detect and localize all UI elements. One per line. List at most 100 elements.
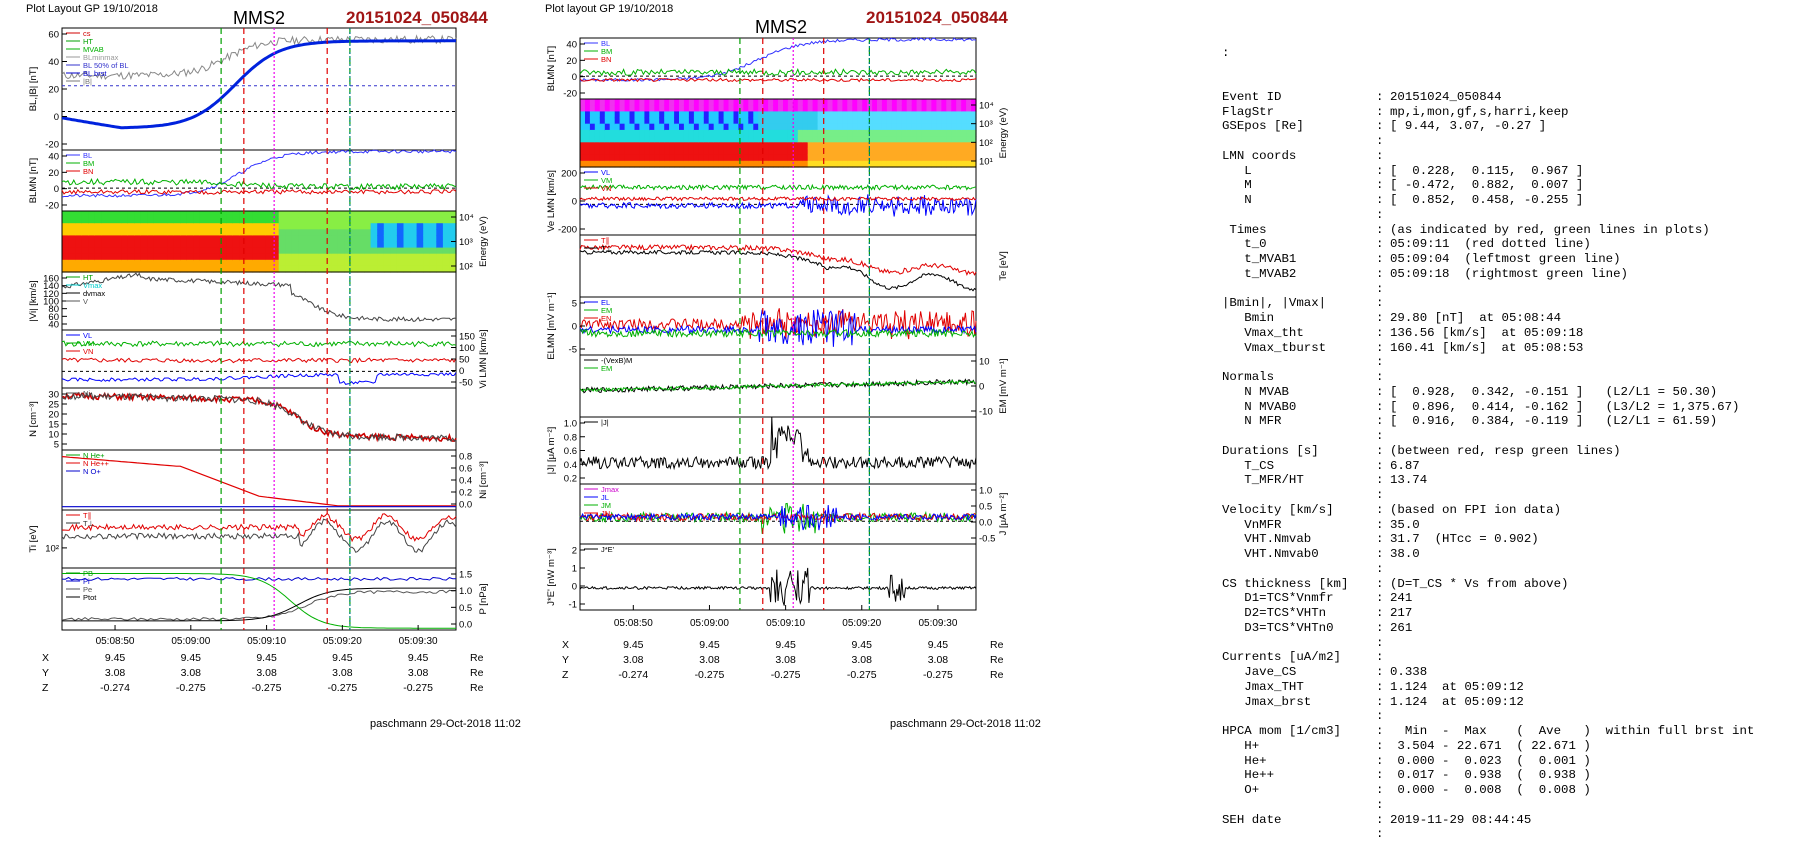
spec-cell xyxy=(891,154,898,162)
panel-frame xyxy=(61,567,457,631)
spec-cell xyxy=(693,129,700,137)
spec-cell xyxy=(298,259,306,267)
y-axis-label: N [cm⁻³] xyxy=(28,401,39,437)
series-line xyxy=(579,77,977,83)
panel-frame xyxy=(579,166,977,236)
spec-cell xyxy=(921,148,928,156)
legend-label: EL xyxy=(601,298,610,307)
spec-cell xyxy=(679,105,685,112)
spec-cell xyxy=(926,160,932,168)
spec-cell xyxy=(213,217,221,224)
spec-cell xyxy=(911,148,918,156)
spec-cell xyxy=(449,211,457,218)
spec-cell xyxy=(239,229,247,236)
legend-label: J*E' xyxy=(601,545,615,554)
spec-cell xyxy=(199,247,208,255)
spec-cell xyxy=(436,265,444,273)
spec-cell xyxy=(768,160,774,168)
spec-cell xyxy=(951,129,957,137)
spec-cell xyxy=(966,160,972,168)
info-colon: : xyxy=(1376,532,1384,547)
spec-cell xyxy=(153,259,162,267)
spec-cell xyxy=(153,217,162,224)
spec-cell xyxy=(763,111,769,119)
spec-cell xyxy=(134,229,142,236)
spec-cell xyxy=(429,229,437,236)
spec-cell xyxy=(931,105,937,112)
info-colon: : xyxy=(1376,606,1384,620)
spec-cell xyxy=(664,105,670,112)
spec-cell xyxy=(377,247,385,255)
info-key xyxy=(1222,134,1376,149)
spec-cell xyxy=(753,136,759,143)
spec-cell xyxy=(390,241,398,249)
spec-cell xyxy=(713,148,720,156)
spec-cell xyxy=(101,211,109,218)
spec-cell xyxy=(331,217,339,224)
spec-cell xyxy=(926,154,932,162)
spec-cell xyxy=(324,253,332,261)
spec-cell xyxy=(703,142,710,150)
spec-cell xyxy=(619,129,626,137)
spec-cell xyxy=(921,111,928,119)
y-tick-label: 15 xyxy=(48,420,59,431)
spec-cell xyxy=(916,154,923,162)
spec-cell xyxy=(946,154,952,162)
spec-cell xyxy=(167,211,175,218)
spec-cell xyxy=(698,142,705,150)
spec-cell xyxy=(877,129,883,137)
spec-cell xyxy=(278,259,286,267)
spec-cell xyxy=(966,111,972,119)
spec-cell xyxy=(683,142,690,150)
spec-cell xyxy=(186,247,194,255)
spec-cell xyxy=(802,136,809,143)
spec-cell xyxy=(344,247,352,255)
spec-cell xyxy=(331,259,339,267)
spec-cell xyxy=(911,123,918,131)
spec-cell xyxy=(416,235,424,243)
info-row: He++: 0.017 - 0.938 ( 0.938 ) xyxy=(1222,768,1754,783)
spec-cell xyxy=(429,265,437,273)
spec-cell xyxy=(599,129,606,137)
spec-cell xyxy=(410,247,418,255)
coord-unit: Re xyxy=(990,669,1004,681)
spec-cell xyxy=(153,253,162,261)
spec-cell xyxy=(881,142,888,150)
middle-title: MMS2 xyxy=(755,17,808,37)
spec-cell xyxy=(594,99,601,106)
series-line xyxy=(61,149,457,198)
spec-cell xyxy=(318,253,326,261)
spec-cell xyxy=(688,160,695,168)
spec-cell xyxy=(743,123,749,131)
info-value: [ 0.852, 0.458, -0.255 ] xyxy=(1390,193,1584,207)
legend-label: VM xyxy=(601,176,612,185)
spec-cell xyxy=(911,105,918,112)
spec-cell xyxy=(219,217,227,224)
spec-cell xyxy=(669,142,675,150)
spec-cell xyxy=(931,129,937,137)
spec-cell xyxy=(449,247,457,255)
spec-cell xyxy=(773,129,779,137)
spec-cell xyxy=(108,265,116,273)
legend-label: dvmax xyxy=(83,289,105,298)
spec-cell xyxy=(951,117,957,125)
spec-cell xyxy=(219,241,227,249)
spec-cell xyxy=(936,111,942,119)
spec-cell xyxy=(357,247,365,255)
spec-cell xyxy=(783,148,789,156)
legend-label: -(VexB)M xyxy=(601,356,632,365)
info-value: (D=T_CS * Vs from above) xyxy=(1390,576,1569,591)
y-axis-label: Ti [eV] xyxy=(28,525,39,552)
spec-cell xyxy=(624,160,631,168)
spec-cell xyxy=(693,160,700,168)
spec-cell xyxy=(753,129,759,137)
y-tick-label: -10 xyxy=(979,407,993,418)
spec-cell xyxy=(206,247,214,255)
spec-cell xyxy=(604,160,611,168)
spec-cell xyxy=(68,211,76,218)
series-line xyxy=(61,518,457,553)
y-tick-label: 140 xyxy=(43,281,59,292)
spec-cell xyxy=(449,223,457,230)
info-row: Vmax_tht:136.56 [km/s] at 05:09:18 xyxy=(1222,326,1754,341)
